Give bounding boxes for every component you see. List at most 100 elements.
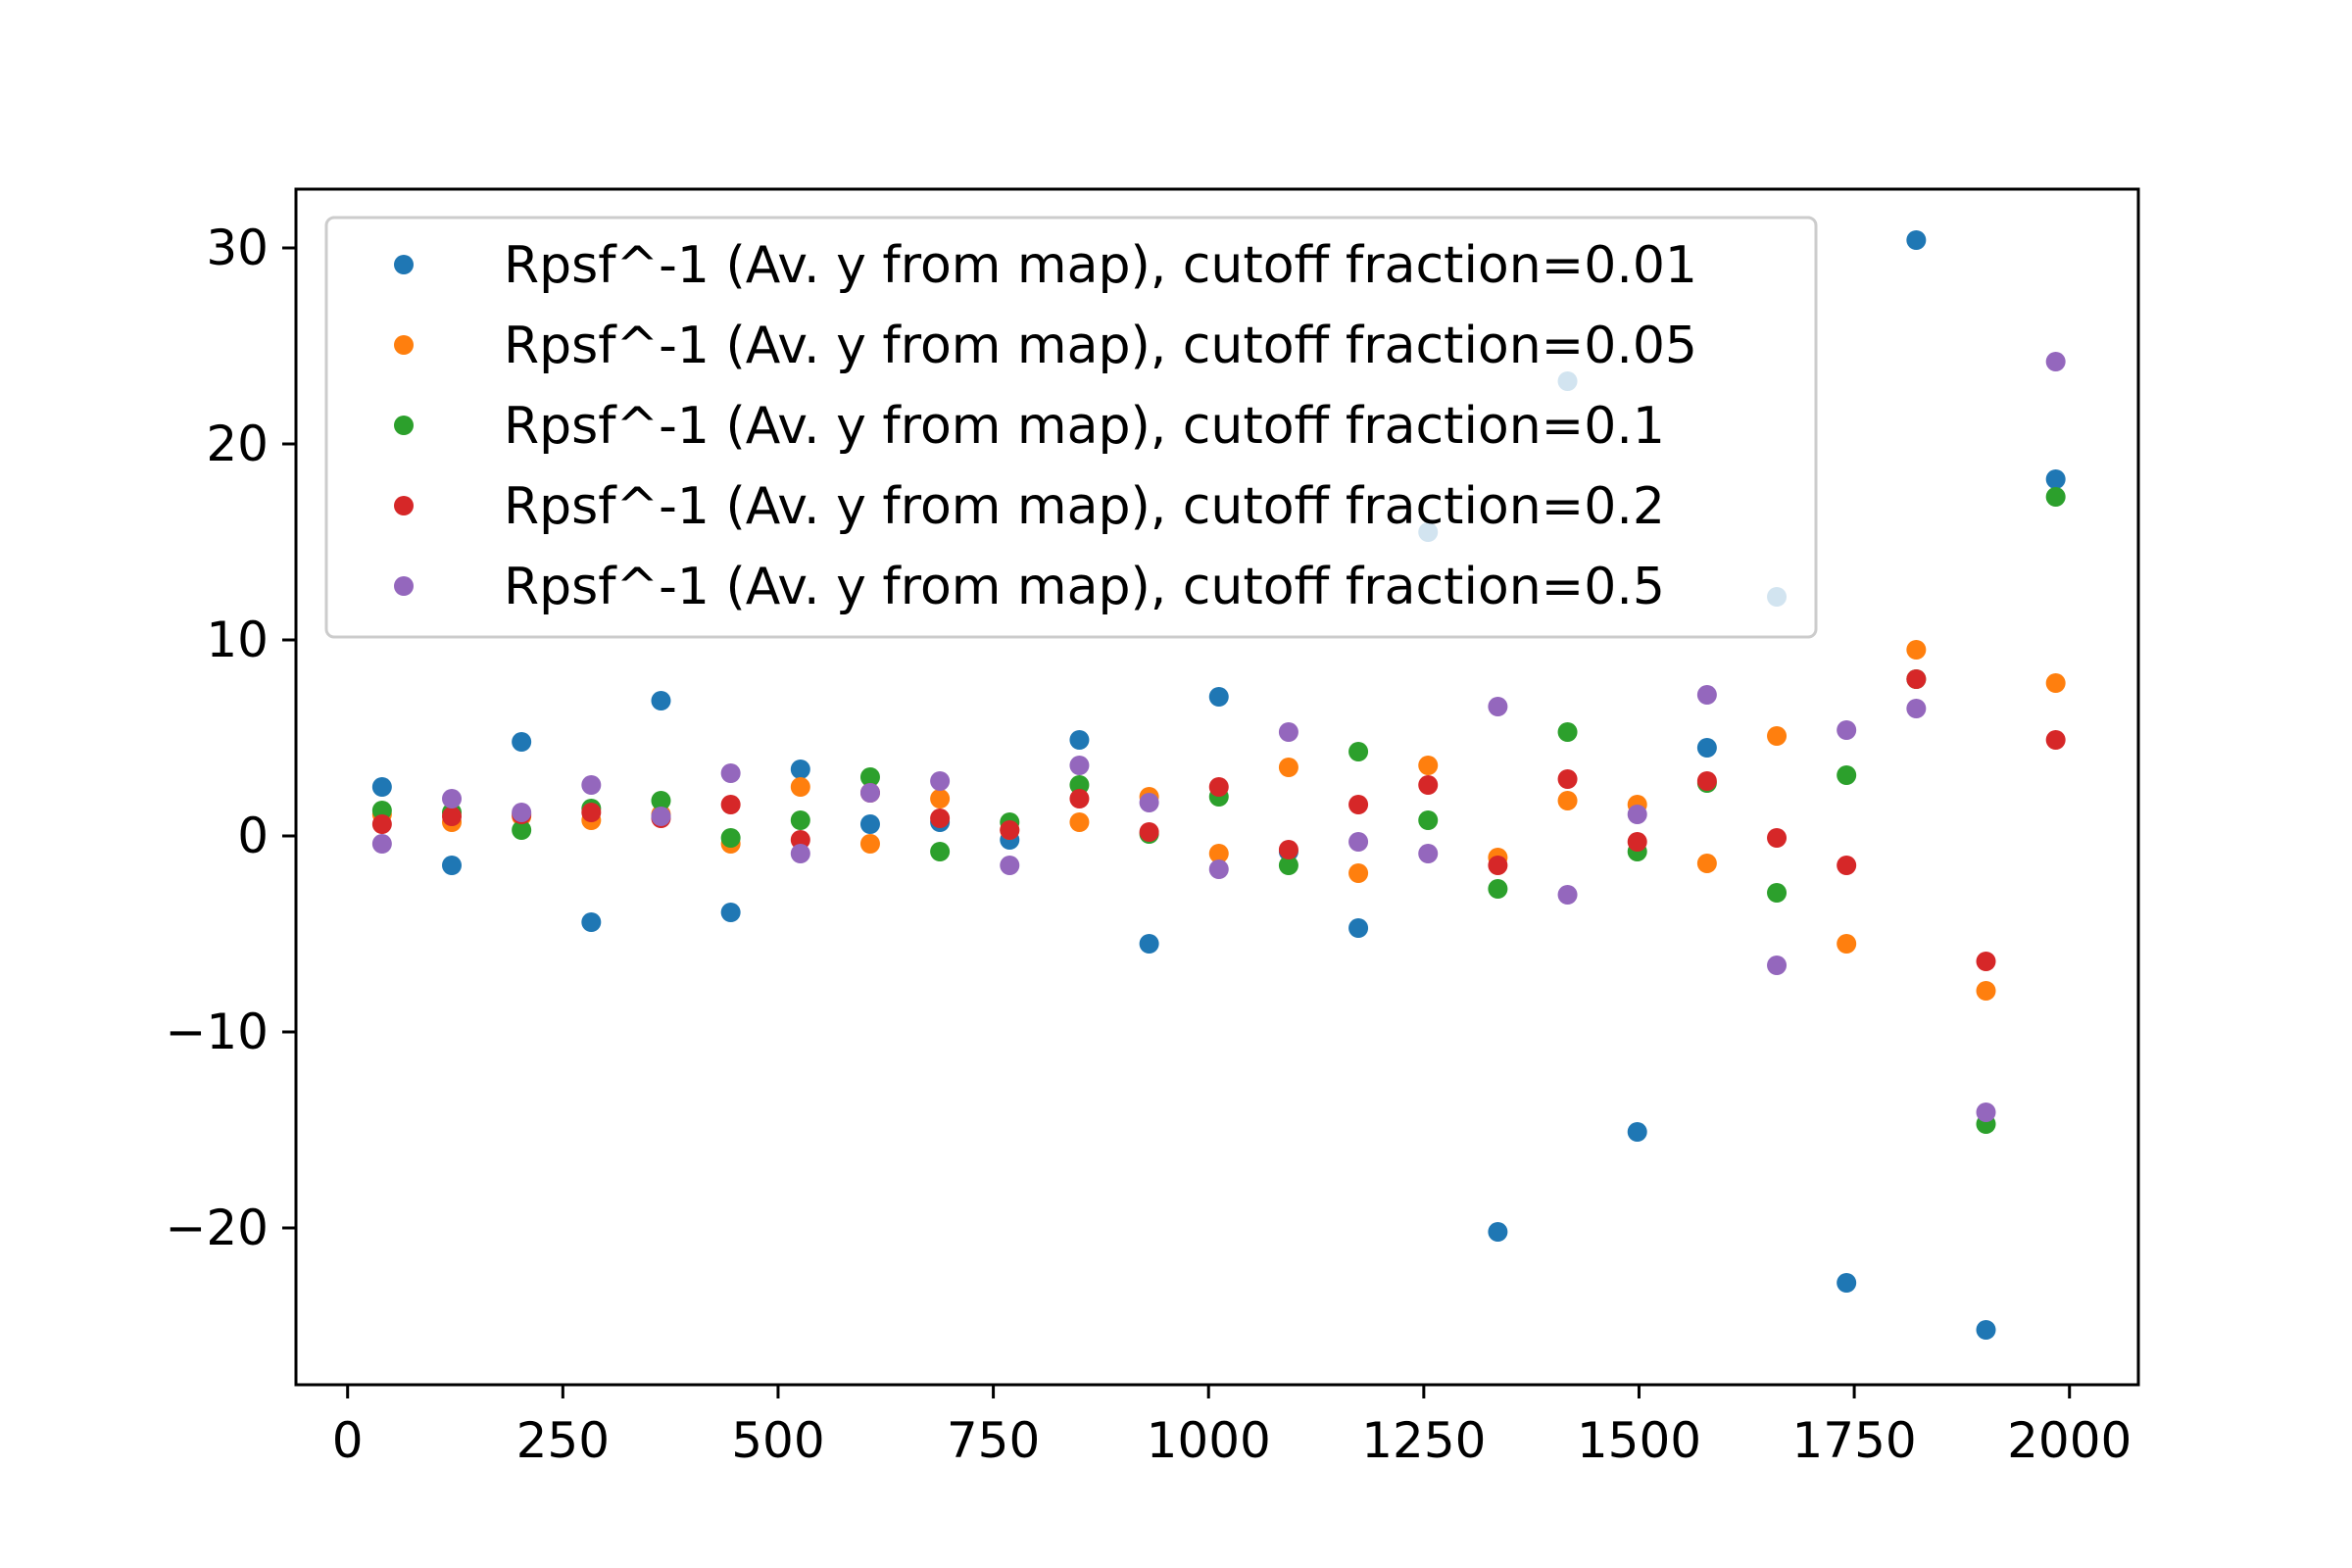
data-point-series-5 (1418, 844, 1439, 863)
legend-label: Rpsf^-1 (Av. y from map), cutoff fractio… (504, 236, 1697, 295)
data-point-series-3 (1557, 722, 1578, 742)
data-point-series-4 (1837, 856, 1857, 875)
data-point-series-5 (790, 844, 810, 863)
data-point-series-2 (1557, 791, 1578, 810)
data-point-series-1 (1837, 1273, 1857, 1293)
data-point-series-5 (371, 834, 392, 854)
data-point-series-4 (1418, 775, 1439, 795)
y-tick-label: 30 (206, 220, 269, 276)
data-point-series-1 (1696, 738, 1717, 758)
data-point-series-2 (1348, 863, 1369, 883)
data-point-series-3 (720, 828, 741, 848)
data-point-series-5 (1278, 722, 1298, 742)
data-point-series-3 (1767, 883, 1788, 903)
data-point-series-4 (1696, 771, 1717, 791)
data-point-series-3 (1418, 810, 1439, 830)
data-point-series-1 (790, 760, 810, 779)
data-point-series-5 (1627, 805, 1647, 824)
x-tick-label: 500 (731, 1412, 824, 1469)
legend-marker (394, 576, 414, 596)
x-tick-label: 750 (947, 1412, 1040, 1469)
data-point-series-3 (859, 767, 880, 787)
data-point-series-4 (1557, 769, 1578, 789)
data-point-series-1 (1627, 1122, 1647, 1142)
data-point-series-2 (2045, 673, 2066, 693)
data-point-series-1 (1976, 1320, 1996, 1340)
data-point-series-4 (790, 830, 810, 850)
legend-label: Rpsf^-1 (Av. y from map), cutoff fractio… (504, 558, 1665, 616)
data-point-series-1 (720, 903, 741, 922)
axis-ticks: 0 250 500 750 1000 1250 1500 1750 2000 −20 −10 0 10 2… (165, 220, 2132, 1469)
data-point-series-3 (2045, 487, 2066, 507)
legend-label: Rpsf^-1 (Av. y from map), cutoff fractio… (504, 317, 1697, 375)
data-point-series-2 (859, 834, 880, 854)
data-point-series-4 (1767, 828, 1788, 848)
data-point-series-2 (1278, 758, 1298, 777)
data-point-series-5 (1767, 956, 1788, 975)
data-point-series-3 (1837, 765, 1857, 785)
data-point-series-5 (442, 789, 463, 808)
data-point-series-5 (1139, 793, 1159, 812)
data-point-series-1 (1488, 1222, 1508, 1242)
y-tick-label: −10 (165, 1004, 269, 1060)
data-point-series-5 (651, 807, 671, 826)
data-point-series-2 (930, 789, 951, 808)
data-point-series-4 (581, 803, 602, 822)
legend-marker (394, 496, 414, 515)
data-point-series-4 (1278, 840, 1298, 859)
data-point-series-2 (1696, 854, 1717, 873)
legend-marker (394, 255, 414, 274)
data-point-series-4 (1139, 822, 1159, 842)
data-point-series-5 (1557, 885, 1578, 905)
data-point-series-2 (1976, 981, 1996, 1001)
data-point-series-3 (1348, 742, 1369, 761)
data-point-series-5 (1000, 856, 1020, 875)
x-tick-label: 2000 (2007, 1412, 2132, 1469)
data-point-series-3 (930, 842, 951, 861)
data-point-series-4 (1069, 789, 1090, 808)
data-point-series-4 (1208, 777, 1229, 797)
data-point-series-5 (1976, 1102, 1996, 1122)
data-point-series-3 (371, 801, 392, 820)
data-point-series-5 (1208, 859, 1229, 879)
data-point-series-3 (790, 810, 810, 830)
data-point-series-4 (1627, 832, 1647, 852)
data-point-series-5 (1696, 685, 1717, 705)
data-point-series-1 (371, 777, 392, 797)
data-point-series-4 (720, 795, 741, 814)
y-tick-label: 20 (206, 416, 269, 472)
y-tick-label: 10 (206, 612, 269, 668)
plot-frame (294, 187, 2140, 1387)
data-point-series-2 (1767, 726, 1788, 746)
data-point-series-5 (1837, 720, 1857, 740)
data-point-series-5 (581, 775, 602, 795)
data-point-series-2 (1837, 934, 1857, 954)
data-point-series-1 (512, 732, 532, 752)
data-point-series-4 (930, 808, 951, 828)
data-point-series-1 (581, 912, 602, 932)
legend-label: Rpsf^-1 (Av. y from map), cutoff fractio… (504, 397, 1665, 456)
data-point-series-5 (1488, 697, 1508, 716)
data-point-series-1 (651, 691, 671, 710)
data-point-series-5 (859, 783, 880, 803)
data-point-series-5 (2045, 352, 2066, 371)
data-point-series-1 (1348, 918, 1369, 938)
x-tick-label: 1750 (1791, 1412, 1916, 1469)
data-point-series-1 (1208, 687, 1229, 707)
data-point-series-5 (720, 763, 741, 783)
x-tick-label: 250 (516, 1412, 610, 1469)
data-point-series-2 (1208, 844, 1229, 863)
data-point-series-5 (1906, 699, 1927, 718)
data-point-series-2 (1418, 756, 1439, 775)
legend-marker (394, 335, 414, 355)
data-point-series-1 (2045, 469, 2066, 489)
data-point-series-4 (1976, 952, 1996, 971)
data-point-series-5 (512, 803, 532, 822)
data-point-series-1 (1906, 230, 1927, 250)
data-point-series-4 (371, 814, 392, 834)
legend: Rpsf^-1 (Av. y from map), cutoff fractio… (324, 216, 1818, 639)
data-point-series-4 (2045, 730, 2066, 750)
data-points (371, 230, 2066, 1340)
x-tick-label: 1500 (1577, 1412, 1701, 1469)
